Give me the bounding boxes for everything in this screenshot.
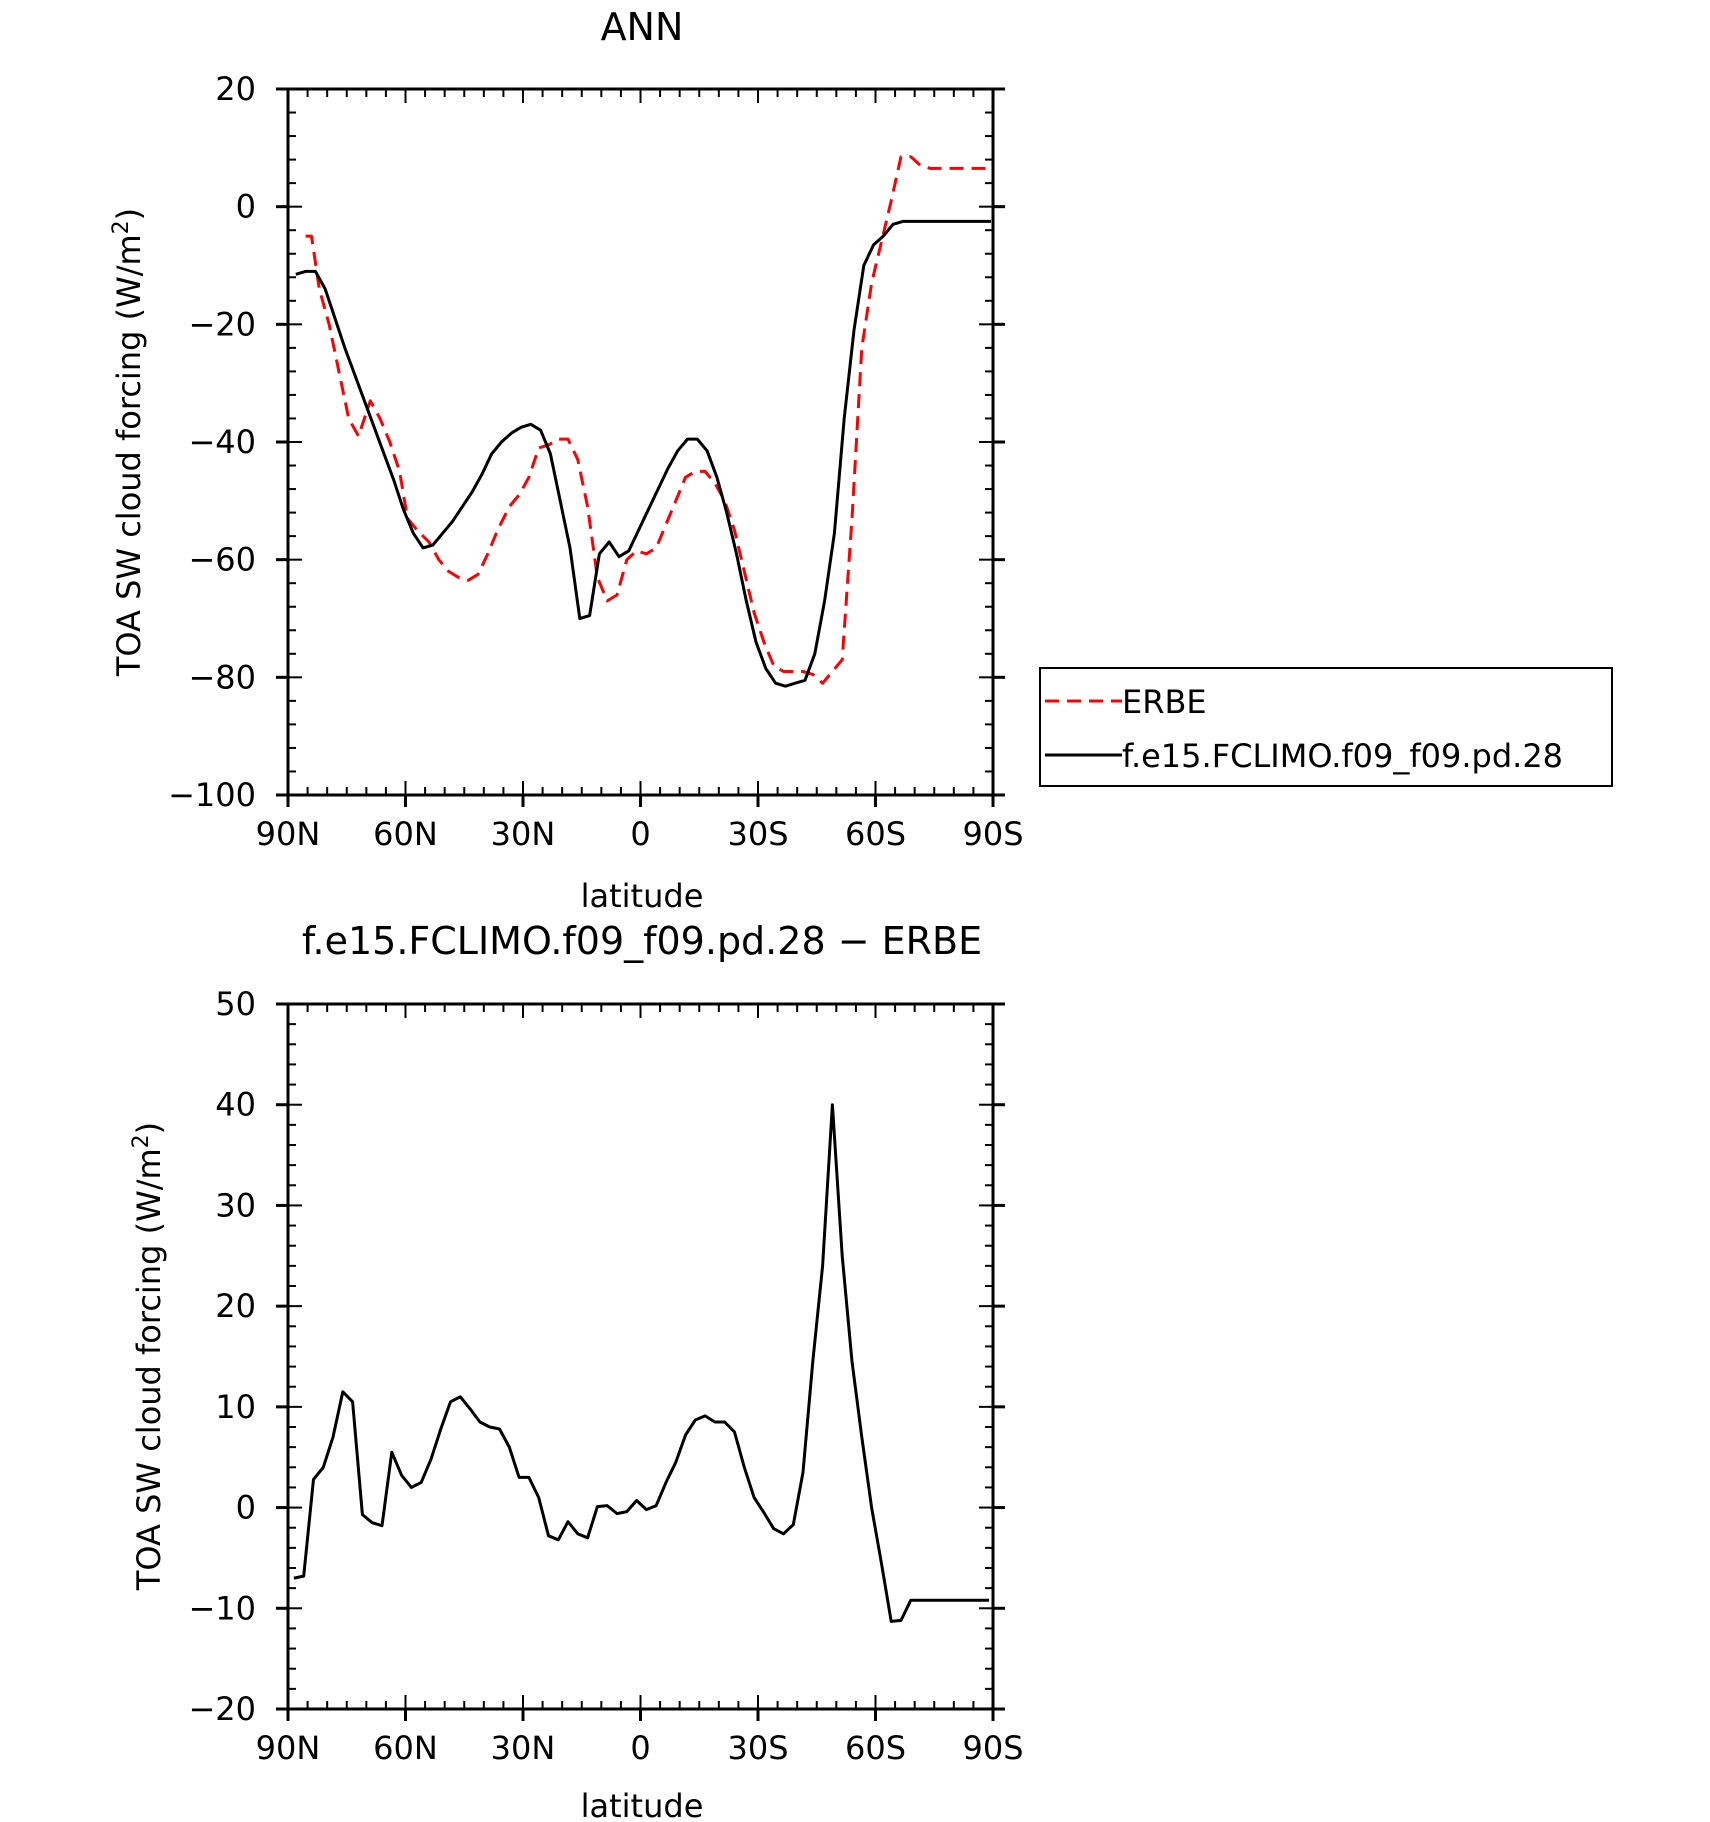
top-series-lines: [295, 155, 991, 688]
bottom-chart-title: f.e15.FCLIMO.f09_f09.pd.28 − ERBE: [302, 919, 982, 963]
x-tick-label: 60N: [373, 1729, 438, 1767]
top-y-axis-label: TOA SW cloud forcing (W/m2): [109, 208, 149, 677]
bottom-axis-ticks: 90N 60N 30N 0 30S 60S 90S 50 40 30 20 10 0 −10 −20: [188, 985, 1023, 1767]
x-tick-label: 90S: [962, 815, 1023, 853]
x-tick-label: 0: [630, 815, 650, 853]
y-tick-label: 40: [215, 1086, 256, 1124]
y-tick-label: −80: [188, 658, 256, 696]
y-tick-label: 20: [215, 70, 256, 108]
y-tick-label: 0: [236, 1489, 256, 1527]
x-tick-label: 90N: [256, 815, 321, 853]
y-tick-label: −60: [188, 541, 256, 579]
top-panel: ANN 90N 60N 30N 0 30S 60S 90S 20 0 −20 −40 −60 −80 −1…: [109, 5, 1613, 915]
y-tick-label: −20: [188, 305, 256, 343]
y-tick-label: −10: [188, 1589, 256, 1627]
series-line-0-0: [305, 155, 990, 685]
x-tick-label: 90S: [962, 1729, 1023, 1767]
bottom-panel: f.e15.FCLIMO.f09_f09.pd.28 − ERBE 90N 60N…: [129, 919, 1024, 1822]
bottom-series-lines: [293, 1103, 990, 1623]
x-tick-label: 30S: [727, 1729, 788, 1767]
bottom-y-axis-label: TOA SW cloud forcing (W/m2): [129, 1122, 169, 1591]
y-tick-label: −40: [188, 423, 256, 461]
y-tick-label: 0: [236, 188, 256, 226]
series-line-1-0: [293, 1103, 990, 1623]
legend-erbe-label: ERBE: [1122, 683, 1207, 721]
top-chart-title: ANN: [601, 5, 684, 49]
x-tick-label: 60N: [373, 815, 438, 853]
y-tick-label: 50: [215, 985, 256, 1023]
y-tick-label: 20: [215, 1287, 256, 1325]
x-tick-label: 30S: [727, 815, 788, 853]
y-tick-label: −100: [168, 776, 256, 814]
x-tick-label: 30N: [491, 1729, 556, 1767]
y-tick-label: 10: [215, 1388, 256, 1426]
x-tick-label: 60S: [845, 1729, 906, 1767]
y-tick-label: −20: [188, 1690, 256, 1728]
series-line-0-1: [295, 219, 991, 688]
x-tick-label: 60S: [845, 815, 906, 853]
top-axis-ticks: 90N 60N 30N 0 30S 60S 90S 20 0 −20 −40 −60 −80 −100: [168, 70, 1023, 853]
top-x-axis-label: latitude: [581, 877, 704, 915]
x-tick-label: 0: [630, 1729, 650, 1767]
x-tick-label: 30N: [491, 815, 556, 853]
top-plot-frame: [286, 87, 995, 797]
legend: ERBE f.e15.FCLIMO.f09_f09.pd.28: [1039, 667, 1613, 787]
x-tick-label: 90N: [256, 1729, 321, 1767]
bottom-x-axis-label: latitude: [581, 1787, 704, 1822]
y-tick-label: 30: [215, 1186, 256, 1224]
legend-box: [1039, 667, 1613, 787]
legend-model-label: f.e15.FCLIMO.f09_f09.pd.28: [1122, 737, 1563, 775]
